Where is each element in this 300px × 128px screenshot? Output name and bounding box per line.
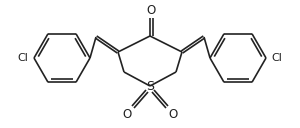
Text: S: S [146,79,154,93]
Text: O: O [122,108,132,120]
Text: O: O [168,108,178,120]
Text: Cl: Cl [18,53,28,63]
Text: Cl: Cl [272,53,282,63]
Text: O: O [146,4,156,18]
